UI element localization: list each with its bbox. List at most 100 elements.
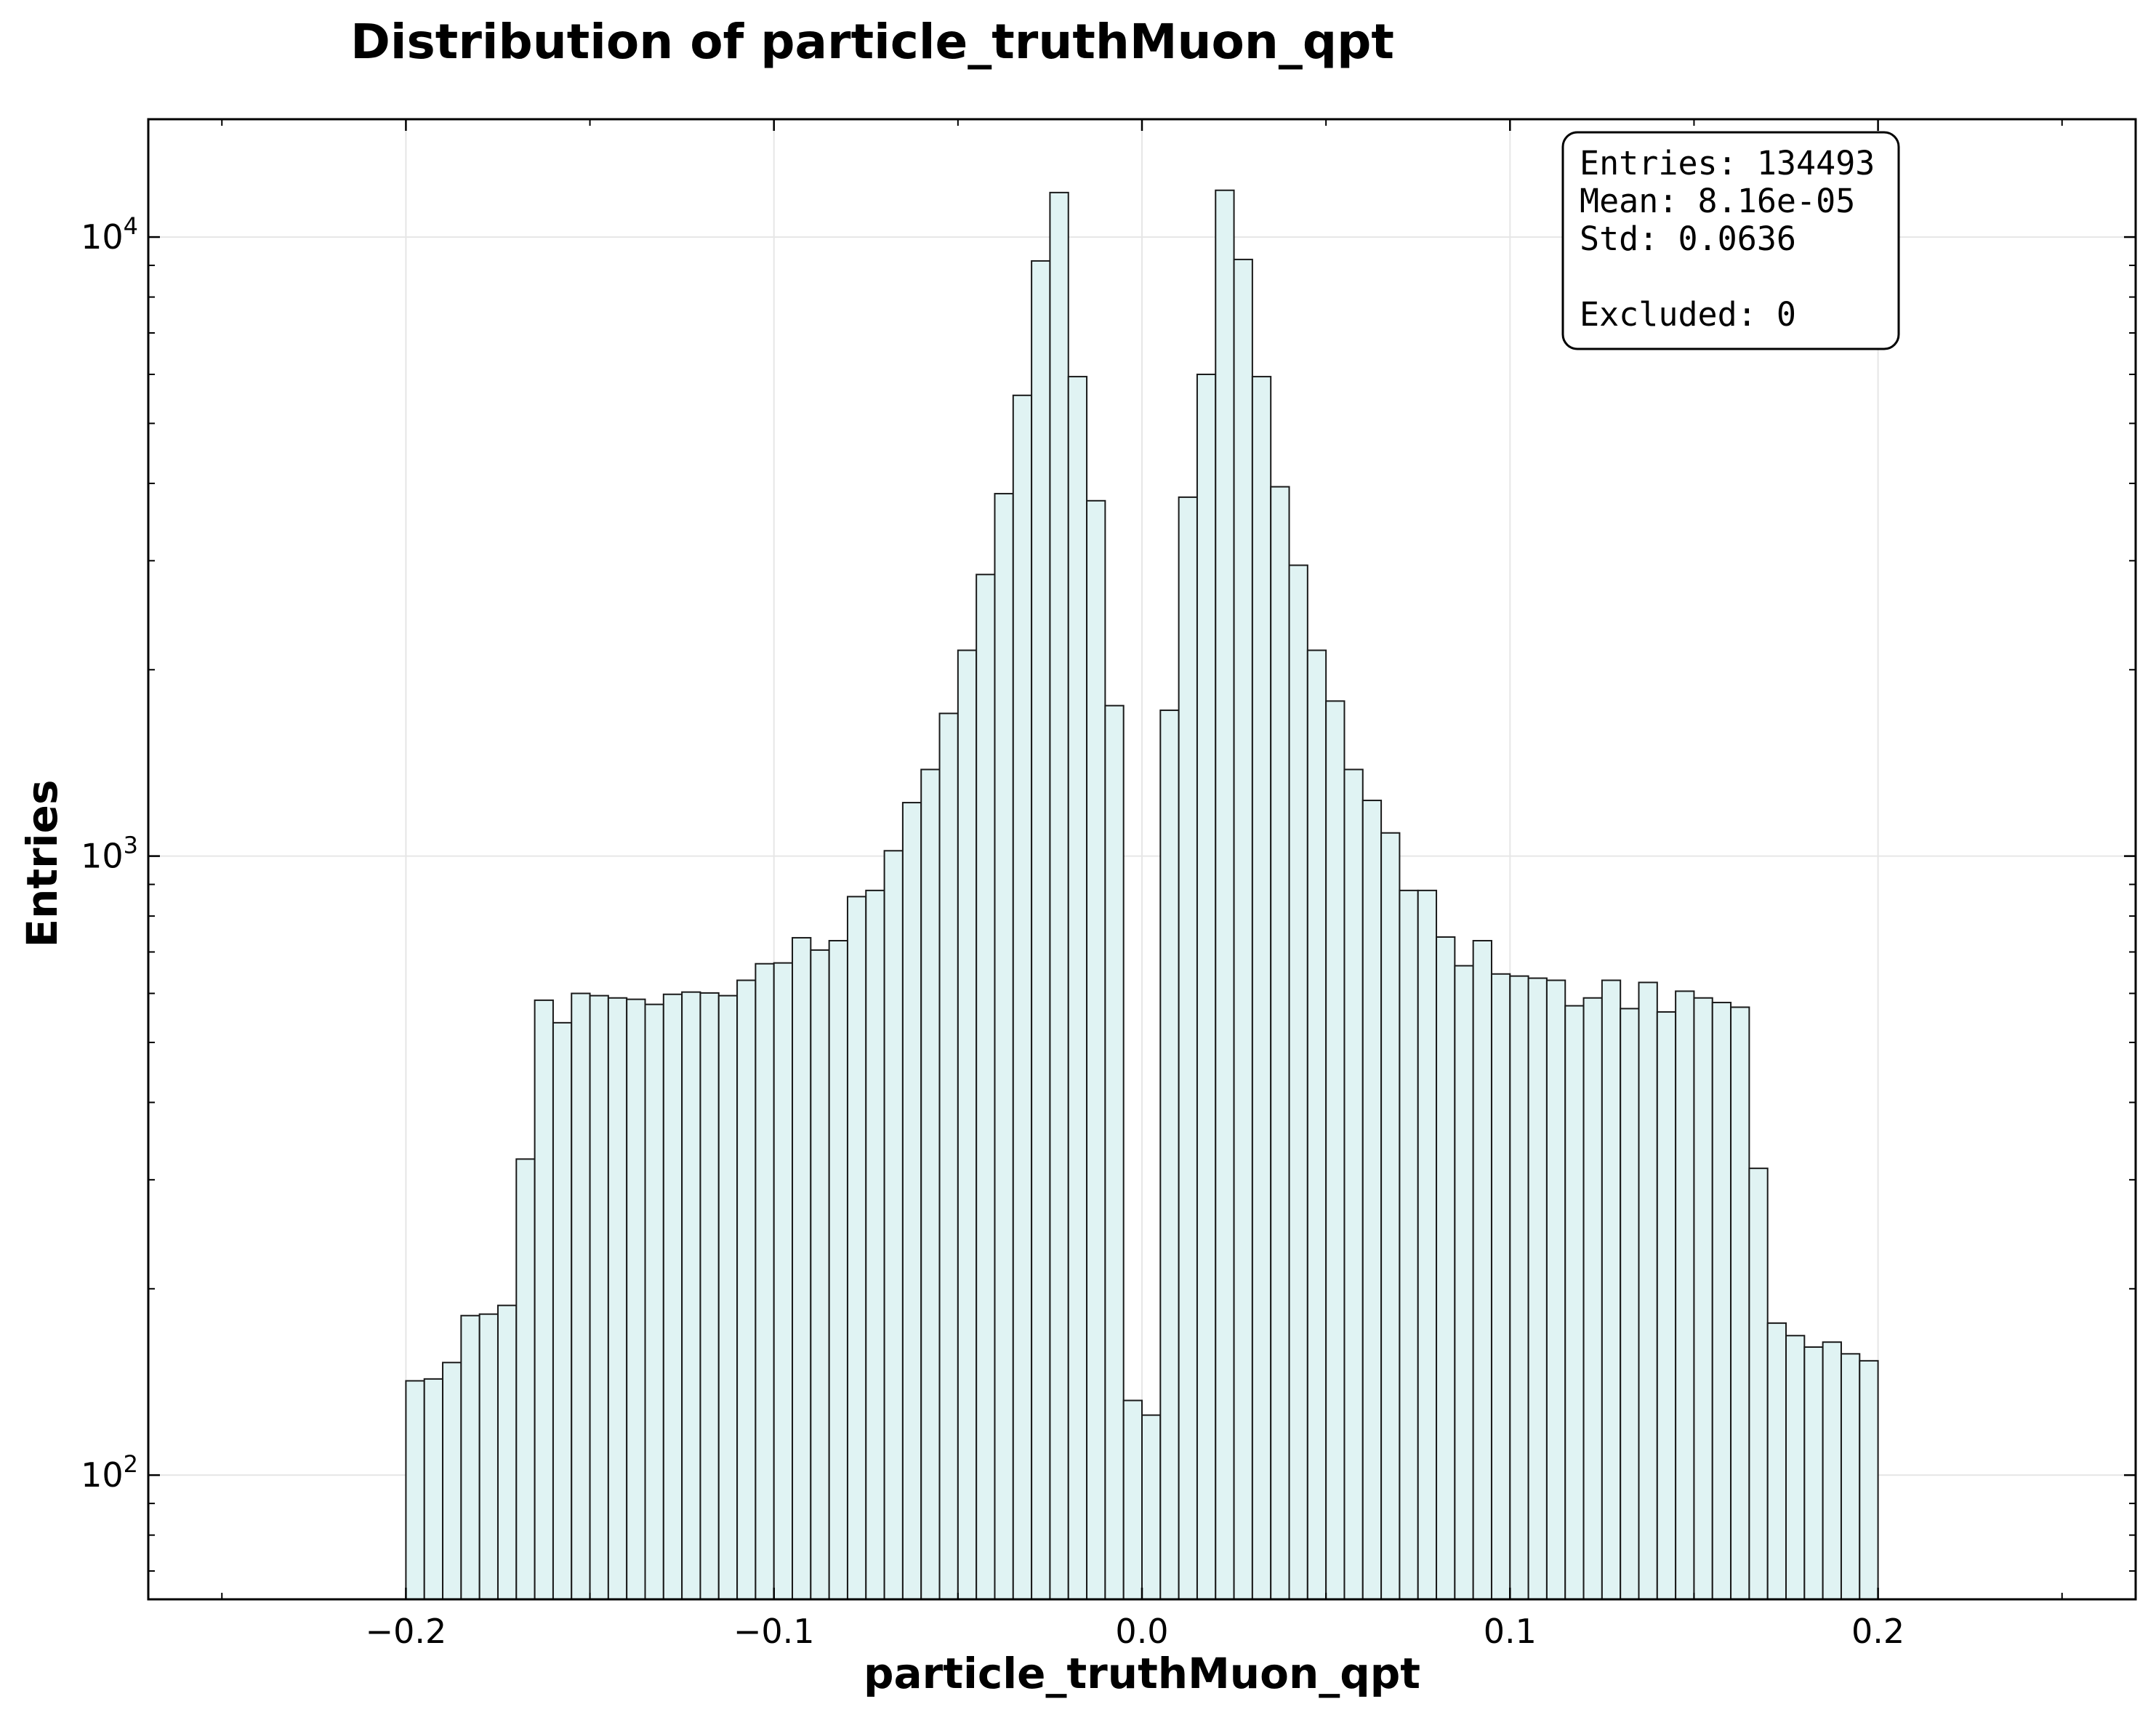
histogram-bar (1141, 1414, 1162, 1600)
histogram-bar (901, 802, 922, 1600)
stats-box-frame (1561, 131, 1900, 350)
histogram-bar (1582, 997, 1603, 1600)
stats-std: Std: 0.0636 (1580, 220, 1796, 258)
histogram-bar (920, 768, 941, 1600)
y-axis-label: Entries (17, 780, 67, 948)
histogram-bar (792, 936, 812, 1601)
histogram-bar (1638, 981, 1658, 1600)
histogram-bar (1748, 1168, 1769, 1600)
histogram-bar (717, 994, 739, 1600)
y-tick-label: 103 (81, 832, 138, 876)
histogram-bar (534, 999, 554, 1600)
histogram-bar (626, 998, 646, 1601)
histogram-bar (515, 1158, 536, 1601)
histogram-bar (1472, 939, 1492, 1600)
histogram-bar (846, 896, 867, 1600)
histogram-bar (1196, 373, 1217, 1600)
histogram-bar (1178, 496, 1198, 1600)
histogram-bar (773, 962, 794, 1600)
histogram-bar (1675, 990, 1695, 1600)
histogram-bar (1233, 258, 1253, 1601)
histogram-bar (755, 963, 775, 1601)
histogram-bar (496, 1304, 518, 1600)
histogram-bar (865, 889, 885, 1600)
x-tick-label: −0.1 (733, 1612, 815, 1651)
y-tick-label: 102 (81, 1450, 138, 1495)
histogram-bar (699, 992, 720, 1600)
histogram-bar (423, 1378, 444, 1600)
histogram-bar (1859, 1359, 1879, 1601)
plot-frame (147, 118, 2137, 1601)
histogram-bar (1031, 260, 1051, 1600)
histogram-bar (1159, 710, 1180, 1600)
stats-excluded: Excluded: 0 (1580, 295, 1796, 334)
histogram-bar (1620, 1008, 1640, 1601)
histogram-bar (1361, 800, 1383, 1600)
histogram-bar (1417, 889, 1438, 1600)
histogram-bar (571, 992, 591, 1600)
histogram-bar (1012, 394, 1033, 1601)
histogram-bar (1803, 1346, 1824, 1601)
histogram-bar (589, 994, 609, 1600)
histogram-bar (810, 949, 830, 1600)
histogram-bar (662, 993, 683, 1601)
histogram-bar (1509, 975, 1529, 1601)
histogram-bar (607, 997, 628, 1600)
histogram-bar (1490, 973, 1511, 1600)
histogram-bar (1251, 376, 1272, 1600)
histogram-bar (736, 979, 757, 1601)
histogram-bar (442, 1362, 462, 1601)
histogram-bar (976, 574, 996, 1600)
histogram-bar (1545, 979, 1566, 1601)
histogram-bar (1711, 1002, 1732, 1600)
y-tick-label: 104 (81, 212, 138, 257)
histogram-bar (1785, 1335, 1806, 1601)
histogram-bar (460, 1314, 480, 1600)
histogram-bar (1215, 189, 1235, 1601)
histogram-bar (938, 712, 959, 1601)
histogram-bar (957, 649, 978, 1600)
stats-mean: Mean: 8.16e-05 (1580, 182, 1855, 220)
chart-title: Distribution of particle_truthMuon_qpt (350, 14, 1394, 70)
histogram-bar (1288, 564, 1308, 1600)
x-tick-labels: −0.2 −0.1 0.0 0.1 0.2 (366, 1612, 1905, 1651)
x-tick-label: 0.0 (1115, 1612, 1168, 1651)
histogram-bar (1656, 1011, 1677, 1600)
histogram-bar (1436, 936, 1456, 1601)
histogram-bar (1399, 889, 1419, 1600)
histogram-bar (1049, 191, 1069, 1601)
x-axis-label: particle_truthMuon_qpt (864, 1649, 1420, 1698)
histogram-bar (1306, 649, 1327, 1600)
histogram-bar (883, 850, 904, 1600)
histogram-bars (405, 189, 1879, 1601)
histogram-bar (405, 1380, 425, 1600)
histogram-bar (1122, 1399, 1143, 1600)
histogram-bar (552, 1021, 573, 1601)
histogram-bar (1766, 1322, 1787, 1600)
stats-box: Entries: 134493 Mean: 8.16e-05 Std: 0.06… (1561, 131, 1900, 350)
x-tick-label: 0.1 (1484, 1612, 1537, 1651)
histogram-bar (478, 1313, 499, 1600)
histogram-bar (1730, 1006, 1750, 1601)
x-tick-label: 0.2 (1851, 1612, 1904, 1651)
histogram-bar (1270, 486, 1290, 1600)
histogram-bar (1822, 1341, 1842, 1601)
histogram-bar (644, 1003, 664, 1601)
histogram-bar (1343, 768, 1364, 1600)
histogram-bar (681, 991, 701, 1601)
histogram-bar (828, 939, 848, 1600)
histogram-bar (1527, 977, 1548, 1601)
histogram-bar (1693, 997, 1713, 1600)
histogram-bar (1840, 1353, 1861, 1600)
histogram-bar (1104, 704, 1125, 1600)
x-tick-label: −0.2 (366, 1612, 447, 1651)
stats-entries: Entries: 134493 (1580, 144, 1875, 182)
histogram-bar (1454, 965, 1474, 1600)
histogram-bar (1325, 700, 1346, 1600)
histogram-bar (1086, 499, 1106, 1601)
histogram-bar (994, 493, 1014, 1601)
y-tick-labels: 102 103 104 (81, 212, 138, 1495)
histogram-bar (1601, 979, 1622, 1601)
histogram-bar (1564, 1005, 1585, 1601)
